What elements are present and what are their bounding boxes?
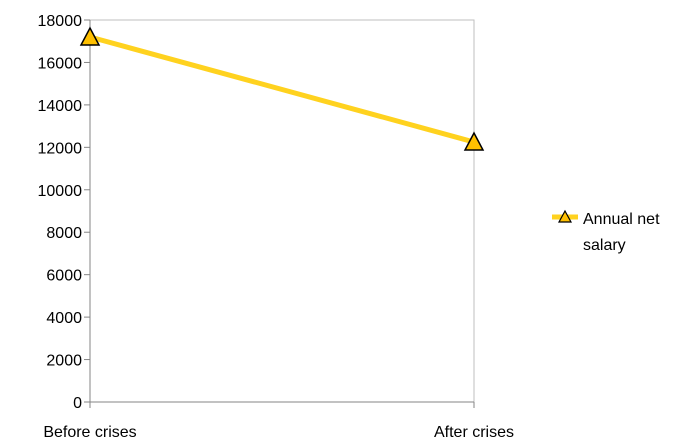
plot-frame bbox=[89, 19, 475, 403]
plot-area bbox=[89, 19, 475, 403]
y-tick-label: 8000 bbox=[46, 225, 82, 242]
y-tick-label: 10000 bbox=[38, 183, 83, 200]
data-point-marker bbox=[463, 131, 485, 151]
legend-label-line-2: salary bbox=[583, 237, 626, 254]
y-tick-label: 12000 bbox=[38, 140, 83, 157]
legend-marker-triangle bbox=[557, 209, 573, 223]
y-tick-label: 4000 bbox=[46, 310, 82, 327]
x-axis: Before crises After crises bbox=[43, 401, 514, 441]
y-tick-label: 2000 bbox=[46, 353, 82, 370]
data-point-marker bbox=[79, 26, 101, 46]
x-tick-label: After crises bbox=[434, 424, 514, 441]
y-tick-label: 18000 bbox=[38, 13, 83, 30]
y-tick-label: 16000 bbox=[38, 55, 83, 72]
legend: Annual net salary bbox=[552, 209, 660, 254]
y-tick-label: 0 bbox=[73, 395, 82, 412]
series-layer bbox=[79, 26, 485, 151]
y-tick-label: 6000 bbox=[46, 268, 82, 285]
legend-label-line-1: Annual net bbox=[583, 211, 660, 228]
y-axis: 0 2000 4000 6000 8000 10000 12000 14000 16000 180… bbox=[38, 13, 91, 412]
y-tick-label: 14000 bbox=[38, 98, 83, 115]
series-line-annual-net-salary bbox=[87, 34, 477, 145]
x-tick-label: Before crises bbox=[43, 424, 136, 441]
